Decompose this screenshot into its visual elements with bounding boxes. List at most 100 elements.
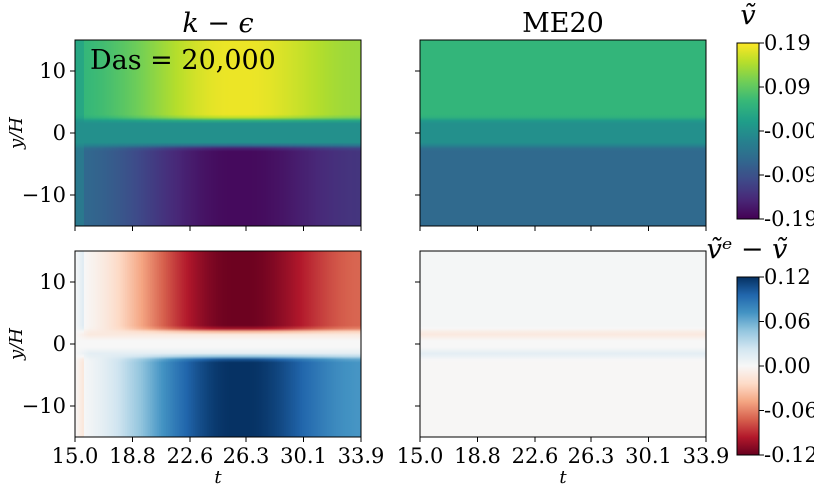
heatmap-me20-err — [420, 251, 706, 437]
heatmap-column — [661, 40, 664, 226]
heatmap-column — [296, 40, 300, 226]
heatmap-column — [663, 251, 666, 437]
heatmap-column — [176, 251, 180, 437]
heatmap-column — [571, 40, 575, 226]
heatmap-column — [643, 251, 646, 437]
heatmap-column — [307, 251, 310, 437]
heatmap-column — [657, 251, 661, 437]
heatmap-column — [332, 251, 335, 437]
heatmap-column — [455, 40, 459, 226]
heatmap-column — [101, 251, 105, 437]
heatmap-column — [484, 40, 487, 226]
heatmap-column — [657, 40, 661, 226]
heatmap-column — [666, 251, 670, 437]
heatmap-column — [166, 40, 169, 226]
heatmap-column — [330, 40, 333, 226]
heatmap-column — [462, 251, 466, 437]
heatmap-column — [223, 40, 226, 226]
heatmap-column — [428, 40, 432, 226]
heatmap-column — [282, 40, 285, 226]
heatmap-column — [194, 251, 198, 437]
heatmap-column — [319, 40, 323, 226]
colorbar-tick-label: 0.09 — [764, 75, 811, 99]
heatmap-column — [171, 251, 174, 437]
heatmap-column — [595, 40, 598, 226]
heatmap-column — [468, 40, 471, 226]
heatmap-column — [452, 251, 455, 437]
heatmap-column — [630, 251, 634, 437]
heatmap-column — [505, 40, 509, 226]
heatmap-column — [664, 40, 668, 226]
heatmap-column — [530, 40, 534, 226]
heatmap-column — [591, 40, 594, 226]
heatmap-column — [584, 251, 587, 437]
heatmap-column — [191, 40, 194, 226]
heatmap-column — [430, 40, 434, 226]
heatmap-column — [496, 251, 500, 437]
y-axis-label: y/H — [6, 117, 27, 150]
heatmap-column — [607, 251, 611, 437]
heatmap-column — [545, 40, 548, 226]
heatmap-column — [602, 251, 605, 437]
heatmap-column — [89, 251, 92, 437]
heatmap-column — [110, 251, 114, 437]
heatmap-column — [702, 40, 705, 226]
heatmap-column — [259, 251, 262, 437]
heatmap-column — [521, 40, 525, 226]
heatmap-column — [543, 251, 546, 437]
heatmap-column — [355, 251, 359, 437]
heatmap-column — [112, 251, 115, 437]
heatmap-column — [537, 251, 541, 437]
heatmap-column — [200, 251, 203, 437]
heatmap-column — [150, 40, 153, 226]
heatmap-column — [534, 40, 537, 226]
heatmap-column — [518, 40, 521, 226]
heatmap-column — [108, 251, 112, 437]
heatmap-column — [119, 251, 123, 437]
heatmap-column — [452, 40, 455, 226]
heatmap-column — [153, 40, 157, 226]
heatmap-column — [450, 40, 453, 226]
heatmap-column — [273, 40, 276, 226]
heatmap-column — [228, 40, 232, 226]
heatmap-column — [691, 40, 695, 226]
heatmap-column — [219, 251, 223, 437]
heatmap-column — [182, 251, 185, 437]
heatmap-column — [688, 251, 691, 437]
heatmap-column — [532, 251, 535, 437]
heatmap-column — [169, 40, 173, 226]
heatmap-column — [221, 40, 224, 226]
heatmap-column — [598, 251, 602, 437]
heatmap-column — [559, 251, 562, 437]
heatmap-column — [625, 251, 628, 437]
heatmap-column — [668, 40, 671, 226]
x-tick-label: 30.1 — [625, 444, 672, 468]
heatmap-column — [271, 251, 275, 437]
heatmap-column — [639, 40, 643, 226]
heatmap-column — [698, 251, 702, 437]
heatmap-column — [611, 251, 614, 437]
heatmap-column — [445, 40, 448, 226]
heatmap-column — [518, 251, 521, 437]
heatmap-column — [459, 251, 462, 437]
heatmap-column — [357, 40, 360, 226]
heatmap-column — [184, 40, 187, 226]
heatmap-column — [432, 251, 435, 437]
heatmap-column — [613, 251, 616, 437]
heatmap-column — [464, 251, 468, 437]
heatmap-column — [580, 251, 584, 437]
heatmap-column — [96, 40, 99, 226]
heatmap-column — [192, 40, 196, 226]
heatmap-column — [638, 251, 641, 437]
heatmap-column — [203, 40, 207, 226]
heatmap-column — [636, 40, 639, 226]
heatmap-column — [275, 40, 278, 226]
heatmap-column — [566, 40, 569, 226]
x-tick-label: 15.0 — [52, 444, 99, 468]
heatmap-column — [201, 40, 205, 226]
heatmap-column — [91, 251, 94, 437]
heatmap-column — [289, 40, 292, 226]
heatmap-column — [262, 40, 266, 226]
heatmap-column — [627, 251, 630, 437]
heatmap-column — [309, 251, 312, 437]
